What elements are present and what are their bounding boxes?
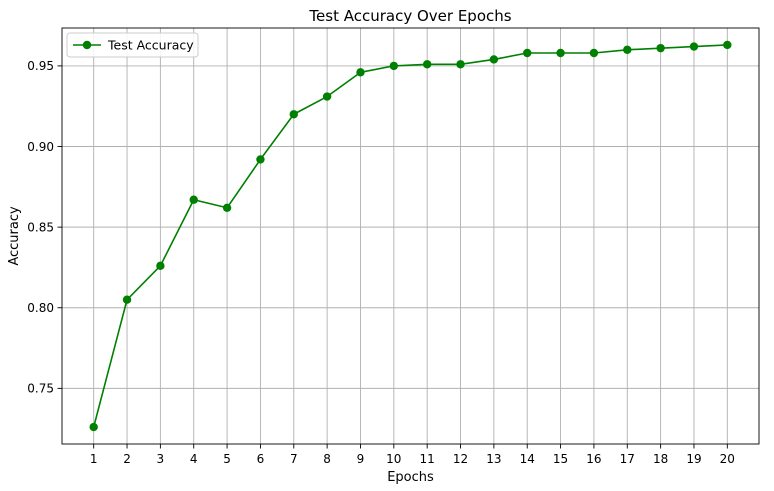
- chart-title: Test Accuracy Over Epochs: [308, 7, 511, 25]
- data-point: [356, 68, 365, 77]
- y-tick-label: 0.75: [27, 382, 54, 396]
- x-tick-label: 2: [123, 452, 131, 466]
- x-tick-label: 19: [686, 452, 701, 466]
- data-point: [189, 195, 198, 204]
- x-tick-label: 15: [553, 452, 568, 466]
- x-tick-label: 4: [190, 452, 198, 466]
- data-point: [156, 261, 165, 271]
- data-point: [422, 60, 432, 69]
- x-tick-label: 1: [90, 452, 98, 466]
- x-axis-label: Epochs: [387, 470, 434, 485]
- x-tick-label: 8: [323, 452, 331, 466]
- x-tick-label: 5: [223, 452, 231, 466]
- x-tick-label: 20: [720, 452, 735, 466]
- series-layer: [89, 40, 732, 432]
- x-tick-label: 3: [157, 452, 165, 466]
- series-line-test-accuracy: [92, 44, 728, 428]
- x-tick-label: 9: [357, 452, 365, 466]
- data-point: [256, 155, 265, 164]
- y-gridlines: [62, 65, 759, 389]
- y-tick-label: 0.85: [27, 220, 54, 234]
- x-tick-label: 12: [453, 452, 468, 466]
- x-tick-label: 17: [620, 452, 635, 466]
- data-point: [556, 48, 565, 58]
- y-tick-label: 0.95: [27, 59, 54, 73]
- legend-marker-sample: [82, 40, 92, 50]
- legend: Test Accuracy: [66, 32, 199, 58]
- x-tick-label: 11: [420, 452, 435, 466]
- x-tick-label: 7: [290, 452, 298, 466]
- legend-box: [66, 32, 199, 58]
- x-tick-label: 14: [520, 452, 535, 466]
- data-point: [656, 43, 665, 53]
- data-point: [456, 60, 465, 69]
- x-axis-ticks: 1 2 3 4 5 6 7 8 9 10 11 12 13 14 15 16 17 18 19 20: [90, 444, 735, 466]
- data-point: [289, 110, 298, 119]
- y-tick-label: 0.80: [27, 301, 54, 315]
- x-tick-label: 16: [586, 452, 601, 466]
- x-tick-label: 10: [386, 452, 401, 466]
- data-point: [723, 40, 732, 50]
- data-point: [623, 45, 632, 54]
- data-point: [89, 422, 98, 432]
- data-point: [589, 48, 599, 58]
- y-tick-label: 0.90: [27, 140, 54, 154]
- y-axis-ticks: 0.75 0.80 0.85 0.90 0.95: [27, 59, 62, 396]
- data-point: [322, 92, 332, 101]
- plot-area-frame: [61, 27, 760, 445]
- data-point: [389, 61, 399, 71]
- data-point: [523, 48, 532, 58]
- x-tick-label: 18: [653, 452, 668, 466]
- x-tick-label: 6: [257, 452, 265, 466]
- x-gridlines: [93, 28, 728, 444]
- legend-label-test-accuracy: Test Accuracy: [107, 38, 194, 53]
- y-axis-label: Accuracy: [7, 206, 22, 266]
- data-point: [689, 42, 699, 51]
- data-point: [489, 55, 499, 64]
- data-point: [122, 295, 132, 304]
- x-tick-label: 13: [486, 452, 501, 466]
- data-point: [222, 203, 232, 212]
